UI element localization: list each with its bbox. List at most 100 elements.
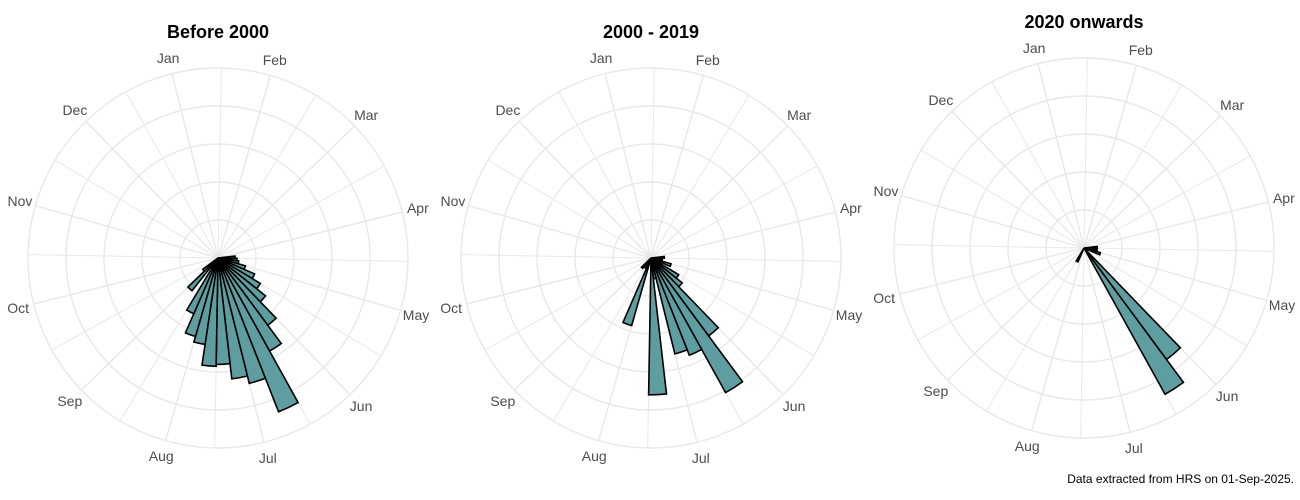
bars [184, 255, 300, 413]
month-label-dec: Dec [495, 102, 520, 118]
month-label-jan: Jan [590, 50, 613, 66]
month-label-apr: Apr [407, 200, 429, 216]
angular-grid-spoke [946, 247, 1085, 381]
panel-title: Before 2000 [167, 22, 269, 42]
angular-grid-spoke [487, 159, 652, 259]
month-label-nov: Nov [8, 193, 33, 209]
month-label-may: May [836, 307, 862, 323]
bar-week-16 [650, 257, 673, 268]
angular-grid-spoke [217, 94, 317, 259]
month-labels: Jan Feb Mar Apr May Jun Jul Aug Sep Oct Nov Dec [440, 50, 862, 466]
angular-grid-spoke [650, 94, 750, 259]
month-label-aug: Aug [582, 448, 607, 464]
angular-grid-spoke [1083, 247, 1248, 347]
radial-grid-ring [1007, 171, 1161, 325]
month-label-jun: Jun [350, 398, 373, 414]
bar-week-16 [1083, 247, 1102, 256]
angular-grid-spoke [650, 257, 841, 262]
angular-grid-spoke [217, 125, 356, 259]
angular-grid-spoke [33, 257, 219, 305]
month-label-nov: Nov [441, 193, 466, 209]
angular-grid-spoke [650, 211, 836, 259]
angular-grid-spoke [1080, 247, 1085, 438]
bar-week-23 [650, 257, 689, 355]
bar-week-21 [650, 257, 744, 394]
angular-grid-spoke [125, 91, 219, 259]
month-label-dec: Dec [928, 92, 953, 108]
radial-grid-ring [27, 67, 409, 449]
angular-grid-spoke [650, 75, 705, 259]
bar-week-28 [621, 257, 652, 327]
bar-week-21 [1083, 247, 1185, 396]
month-label-feb: Feb [263, 52, 287, 68]
angular-grid-spoke [28, 254, 219, 259]
data-source-caption: Data extracted from HRS on 01-Sep-2025. [1067, 472, 1294, 486]
angular-grid-spoke [1083, 84, 1183, 249]
angular-grid-spoke [1030, 247, 1085, 431]
angular-grid-spoke [217, 211, 403, 259]
radial-grid-ring [103, 143, 333, 373]
angular-grid-spoke [1037, 63, 1085, 249]
month-label-oct: Oct [7, 300, 29, 316]
month-labels: Jan Feb Mar Apr May Jun Jul Aug Sep Oct Nov Dec [7, 50, 429, 466]
angular-grid-spoke [217, 75, 272, 259]
month-label-jul: Jul [692, 450, 710, 466]
month-label-apr: Apr [1273, 190, 1295, 206]
month-label-may: May [1269, 297, 1295, 313]
radial-grid-ring [969, 133, 1199, 363]
angular-grid-spoke [171, 73, 219, 259]
month-labels: Jan Feb Mar Apr May Jun Jul Aug Sep Oct Nov Dec [873, 40, 1295, 456]
panel-title: 2020 onwards [1024, 12, 1143, 32]
angular-grid-spoke [920, 149, 1085, 249]
angular-grid-spoke [1083, 155, 1251, 249]
angular-grid-spoke [1083, 201, 1269, 249]
month-label-jul: Jul [1125, 440, 1143, 456]
angular-grid-spoke [901, 194, 1085, 249]
month-label-mar: Mar [354, 107, 378, 123]
angular-grid-spoke [951, 110, 1085, 249]
bar-week-29 [1075, 247, 1085, 263]
month-label-feb: Feb [1129, 42, 1153, 58]
angular-grid-spoke [558, 91, 652, 259]
month-label-apr: Apr [840, 200, 862, 216]
angular-grid-spoke [484, 257, 652, 351]
radial-grid-ring [498, 105, 804, 411]
month-label-jan: Jan [1023, 40, 1046, 56]
radial-grid-ring [893, 57, 1275, 439]
angular-grid-spoke [991, 81, 1085, 249]
angular-grid-spoke [461, 254, 652, 259]
month-label-may: May [403, 307, 429, 323]
angular-grid-spoke [552, 257, 652, 422]
bars [1075, 245, 1185, 396]
angular-grid-spoke [51, 257, 219, 351]
bar-week-22 [650, 257, 703, 357]
month-label-feb: Feb [696, 52, 720, 68]
angular-grid-spoke [85, 120, 219, 259]
angular-grid-spoke [894, 244, 1085, 249]
panel-2000-2019: 2000 - 2019 Jan Feb Mar Apr May Jun Jul Aug Sep O… [440, 22, 862, 466]
angular-grid-spoke [468, 204, 652, 259]
panel-before-2000: Before 2000 Jan Feb Mar Apr May Jun Jul Aug Sep O… [7, 22, 429, 466]
angular-grid-spoke [54, 159, 219, 259]
bar-week-24 [217, 257, 249, 380]
angular-grid-spoke [1083, 65, 1138, 249]
month-label-sep: Sep [923, 383, 948, 399]
angular-grid-spoke [217, 257, 401, 312]
month-label-aug: Aug [149, 448, 174, 464]
month-label-sep: Sep [490, 393, 515, 409]
bars [621, 255, 744, 396]
angular-grid-spoke [899, 247, 1085, 295]
bar-week-22 [217, 257, 300, 413]
angular-grid-spoke [650, 125, 789, 259]
angular-grid-spoke [217, 68, 222, 259]
angular-grid-spoke [518, 120, 652, 259]
bar-week-25 [647, 257, 668, 396]
month-label-sep: Sep [57, 393, 82, 409]
month-label-jul: Jul [259, 450, 277, 466]
month-label-nov: Nov [874, 183, 899, 199]
radial-grid-ring [1045, 209, 1123, 287]
angular-grid-spoke [1083, 247, 1131, 433]
month-label-jan: Jan [157, 50, 180, 66]
angular-grid-spoke [650, 165, 818, 259]
angular-grid-spoke [513, 257, 652, 391]
